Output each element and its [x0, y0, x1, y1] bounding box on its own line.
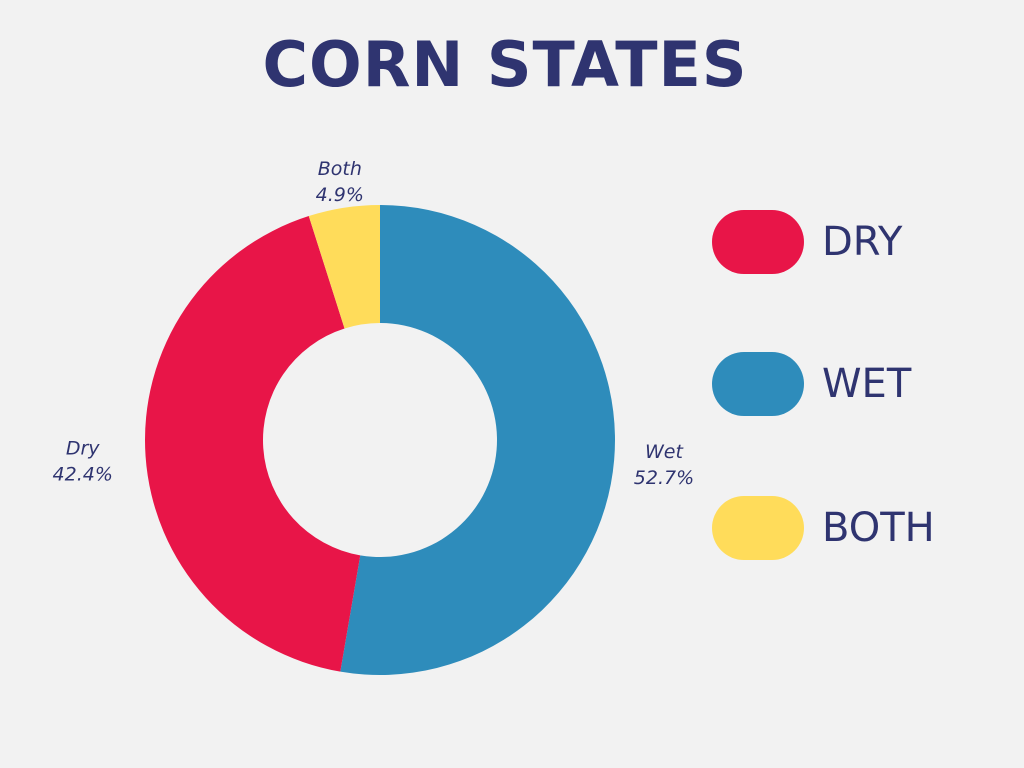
slice-name-wet: Wet — [645, 441, 684, 463]
legend-swatch-dry — [712, 210, 804, 274]
chart-title: CORN STATES — [262, 28, 748, 101]
slice-value-dry: 42.4% — [53, 464, 113, 486]
slice-name-both: Both — [318, 158, 362, 180]
slice-label-both: Both 4.9% — [316, 158, 364, 206]
legend-swatch-both — [712, 496, 804, 560]
legend-item-wet: WET — [712, 352, 911, 416]
slice-dry — [145, 216, 361, 672]
legend-swatch-wet — [712, 352, 804, 416]
slice-both — [308, 205, 380, 329]
legend-label-dry: DRY — [822, 219, 903, 265]
legend-label-wet: WET — [822, 361, 912, 407]
chart-legend: DRY WET BOTH — [712, 0, 1012, 768]
slice-label-dry: Dry 42.4% — [53, 438, 113, 486]
slice-value-wet: 52.7% — [634, 467, 694, 489]
slice-wet — [340, 205, 616, 676]
legend-item-dry: DRY — [712, 210, 902, 274]
slice-value-both: 4.9% — [316, 184, 364, 206]
slice-name-dry: Dry — [66, 438, 100, 460]
slice-label-wet: Wet 52.7% — [634, 441, 694, 489]
legend-label-both: BOTH — [822, 505, 935, 551]
legend-item-both: BOTH — [712, 496, 935, 560]
donut-chart: Wet 52.7% Dry 42.4% Both 4.9% — [53, 158, 694, 676]
